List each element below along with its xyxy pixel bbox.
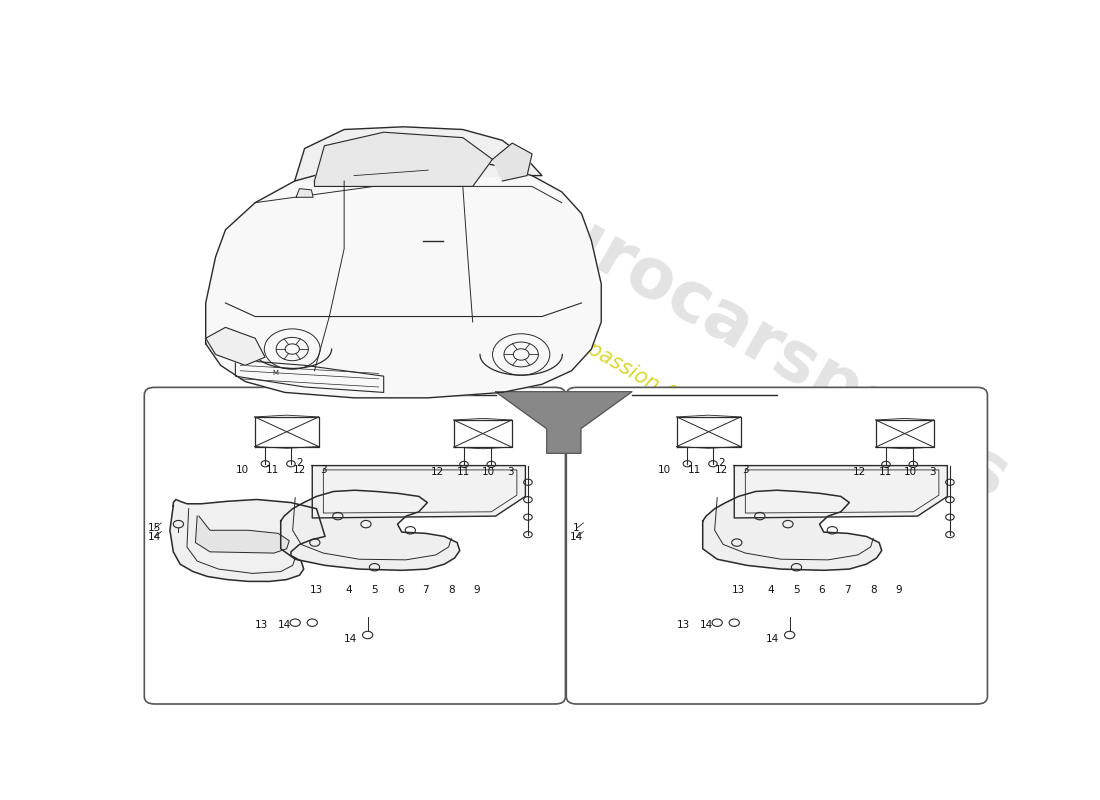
Polygon shape — [295, 127, 542, 181]
Text: 8: 8 — [448, 585, 454, 595]
Text: 8: 8 — [870, 585, 877, 595]
Text: 13: 13 — [254, 619, 267, 630]
Text: 15: 15 — [147, 523, 162, 534]
Text: 7: 7 — [845, 585, 851, 595]
Text: 2: 2 — [296, 458, 303, 467]
Text: 5: 5 — [371, 585, 377, 595]
Text: 10: 10 — [904, 466, 917, 477]
Text: 11: 11 — [688, 465, 701, 475]
Text: a passion for parts since 1985: a passion for parts since 1985 — [568, 329, 850, 504]
Text: 9: 9 — [895, 585, 902, 595]
Text: 11: 11 — [456, 466, 470, 477]
Text: 4: 4 — [768, 585, 774, 595]
Text: 4: 4 — [345, 585, 352, 595]
Text: 3: 3 — [320, 465, 327, 475]
Polygon shape — [280, 490, 460, 570]
Text: 10: 10 — [235, 465, 249, 475]
Polygon shape — [312, 466, 526, 518]
Text: 14: 14 — [766, 634, 779, 644]
Text: 6: 6 — [397, 585, 404, 595]
Polygon shape — [296, 189, 314, 198]
Polygon shape — [169, 499, 326, 582]
Text: 13: 13 — [310, 585, 323, 595]
Text: 2: 2 — [718, 458, 725, 467]
Text: 3: 3 — [930, 466, 936, 477]
Text: 10: 10 — [482, 466, 495, 477]
Text: 10: 10 — [658, 465, 671, 475]
Text: 13: 13 — [676, 619, 690, 630]
Text: 5: 5 — [793, 585, 800, 595]
Polygon shape — [703, 490, 882, 570]
Text: 12: 12 — [852, 466, 866, 477]
Text: 13: 13 — [732, 585, 745, 595]
FancyBboxPatch shape — [144, 387, 565, 704]
Text: 14: 14 — [147, 532, 162, 542]
Text: 14: 14 — [277, 619, 290, 630]
Text: 14: 14 — [570, 532, 583, 542]
Polygon shape — [735, 466, 947, 518]
Polygon shape — [493, 143, 532, 181]
Text: eurocarspares: eurocarspares — [499, 173, 1020, 512]
Text: 9: 9 — [473, 585, 480, 595]
Text: 14: 14 — [344, 634, 358, 644]
Text: 11: 11 — [879, 466, 892, 477]
Text: 3: 3 — [507, 466, 514, 477]
Text: 3: 3 — [742, 465, 749, 475]
Polygon shape — [315, 132, 493, 186]
Text: 1: 1 — [573, 523, 580, 534]
Text: M: M — [272, 370, 278, 377]
Text: 12: 12 — [293, 465, 306, 475]
Text: 12: 12 — [715, 465, 728, 475]
Polygon shape — [196, 516, 289, 553]
Text: 14: 14 — [700, 619, 713, 630]
Polygon shape — [206, 327, 265, 366]
Polygon shape — [495, 392, 631, 454]
Text: 11: 11 — [265, 465, 278, 475]
FancyBboxPatch shape — [566, 387, 988, 704]
Text: 6: 6 — [818, 585, 825, 595]
Text: 7: 7 — [422, 585, 429, 595]
Text: 12: 12 — [431, 466, 444, 477]
Polygon shape — [206, 159, 602, 398]
